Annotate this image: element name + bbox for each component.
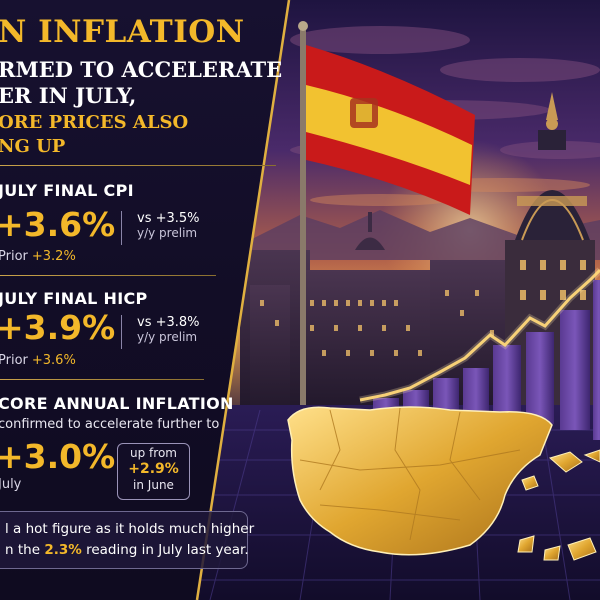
cpi-value: +3.6% bbox=[0, 205, 116, 244]
headline-line-4: ORE PRICES ALSO bbox=[0, 112, 189, 133]
hicp-vs-value: vs +3.8% bbox=[137, 315, 200, 330]
up-from-period: in June bbox=[133, 478, 174, 492]
hicp-separator bbox=[121, 315, 122, 349]
headline-line-3: ER IN JULY, bbox=[0, 83, 137, 108]
rising-bar-chart bbox=[373, 280, 600, 440]
hicp-value: +3.9% bbox=[0, 308, 116, 347]
core-value: +3.0% bbox=[0, 437, 116, 476]
note-line-2-post: reading in July last year. bbox=[86, 542, 249, 558]
hicp-title: JULY FINAL HICP bbox=[0, 289, 148, 308]
hicp-prior-value: +3.6% bbox=[31, 353, 76, 368]
cpi-prior: Prior +3.2% bbox=[0, 249, 76, 264]
headline-line-5: NG UP bbox=[0, 136, 66, 157]
cpi-vs-value: vs +3.5% bbox=[137, 211, 200, 226]
note-highlight-value: 2.3% bbox=[44, 542, 82, 558]
note-line-1: l a hot figure as it holds much higher bbox=[5, 521, 255, 537]
up-from-label: up from bbox=[130, 446, 177, 460]
headline-title: N INFLATION bbox=[0, 14, 245, 50]
hicp-vs-label: y/y prelim bbox=[137, 330, 198, 344]
spain-flag bbox=[298, 21, 475, 416]
core-up-from-box: up from +2.9% in June bbox=[117, 443, 190, 500]
divider-2 bbox=[0, 275, 216, 276]
note-line-2: n the 2.3% reading in July last year. bbox=[5, 542, 249, 558]
up-from-value: +2.9% bbox=[128, 461, 179, 477]
note-line-2-pre: n the bbox=[5, 542, 41, 558]
cpi-separator bbox=[121, 211, 122, 245]
cpi-prior-value: +3.2% bbox=[31, 249, 76, 264]
core-title: CORE ANNUAL INFLATION bbox=[0, 394, 234, 413]
core-subtitle: confirmed to accelerate further to bbox=[0, 417, 220, 432]
cpi-prior-label: Prior bbox=[0, 249, 28, 264]
trend-line bbox=[359, 268, 600, 402]
headline-subtitle: RMED TO ACCELERATE ER IN JULY, bbox=[0, 57, 282, 109]
cpi-vs-label: y/y prelim bbox=[137, 226, 198, 240]
hicp-vs-prelim: vs +3.8% y/y prelim bbox=[137, 315, 200, 345]
cpi-vs-prelim: vs +3.5% y/y prelim bbox=[137, 211, 200, 241]
hicp-prior-label: Prior bbox=[0, 353, 28, 368]
hicp-prior: Prior +3.6% bbox=[0, 353, 76, 368]
cpi-title: JULY FINAL CPI bbox=[0, 181, 134, 200]
core-period: July bbox=[0, 477, 22, 492]
headline-core-prices: ORE PRICES ALSO NG UP bbox=[0, 111, 188, 159]
divider-3 bbox=[0, 379, 204, 380]
headline-line-2: RMED TO ACCELERATE bbox=[0, 57, 283, 82]
spain-map-gold bbox=[287, 406, 553, 556]
note-box: l a hot figure as it holds much higher n… bbox=[0, 511, 254, 569]
divider-1 bbox=[0, 165, 276, 166]
